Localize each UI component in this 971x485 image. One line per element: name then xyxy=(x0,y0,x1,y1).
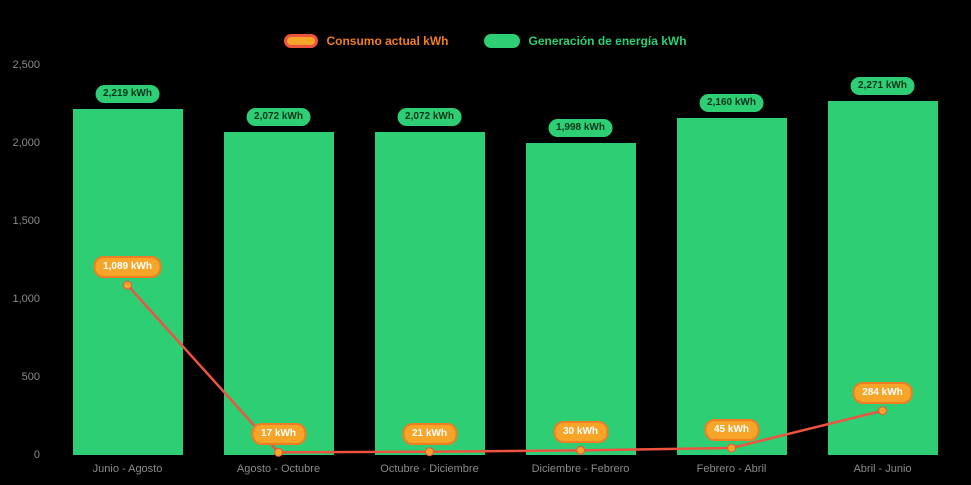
consumption-line xyxy=(126,284,883,454)
consumption-value-badge: 45 kWh xyxy=(703,418,760,441)
bar-generation[interactable] xyxy=(525,143,636,455)
x-axis-label: Agosto - Octubre xyxy=(236,463,321,475)
x-axis-label: Junio - Agosto xyxy=(92,463,163,475)
y-tick-label: 1,000 xyxy=(12,293,40,305)
generation-value-badge: 2,219 kWh xyxy=(95,84,160,103)
consumption-point[interactable] xyxy=(123,280,132,290)
bar-generation[interactable] xyxy=(676,118,787,455)
x-axis-label: Octubre - Diciembre xyxy=(380,463,479,475)
generation-value-badge: 2,072 kWh xyxy=(397,107,462,126)
y-tick-label: 2,000 xyxy=(12,137,40,149)
consumption-point[interactable] xyxy=(274,447,283,457)
consumption-value-badge: 1,089 kWh xyxy=(93,256,162,279)
generation-value-badge: 2,160 kWh xyxy=(699,94,764,113)
legend-label-consumo: Consumo actual kWh xyxy=(326,34,449,48)
x-axis-label: Abril - Junio xyxy=(853,463,912,475)
generation-value-badge: 1,998 kWh xyxy=(548,119,613,138)
plot-area: 2,219 kWh 2,072 kWh 2,072 kWh 1,998 kWh 2,16… xyxy=(52,65,958,457)
generation-value-badge: 2,072 kWh xyxy=(246,107,311,126)
consumo-swatch-icon xyxy=(284,34,319,48)
consumption-point[interactable] xyxy=(727,443,736,453)
x-axis-label: Febrero - Abril xyxy=(696,463,767,475)
consumption-value-badge: 17 kWh xyxy=(250,423,307,446)
generacion-swatch-icon xyxy=(484,34,521,48)
consumption-value-badge: 21 kWh xyxy=(401,422,458,445)
generation-value-badge: 2,271 kWh xyxy=(850,76,915,95)
x-axis: Junio - Agosto Agosto - Octubre Octubre - … xyxy=(52,463,958,483)
consumption-point[interactable] xyxy=(425,447,434,457)
legend-item-generacion[interactable]: Generación de energía kWh xyxy=(484,34,687,48)
y-tick-label: 2,500 xyxy=(12,59,40,71)
chart-legend: Consumo actual kWh Generación de energía… xyxy=(0,34,971,48)
legend-item-consumo[interactable]: Consumo actual kWh xyxy=(284,34,448,48)
y-tick-label: 0 xyxy=(33,449,40,461)
consumption-value-badge: 284 kWh xyxy=(852,381,913,404)
consumption-point[interactable] xyxy=(878,406,887,416)
bar-generation[interactable] xyxy=(223,131,334,455)
consumption-value-badge: 30 kWh xyxy=(552,421,609,444)
x-axis-label: Diciembre - Febrero xyxy=(531,463,630,475)
y-tick-label: 1,500 xyxy=(12,215,40,227)
y-tick-label: 500 xyxy=(21,371,40,383)
consumption-point[interactable] xyxy=(576,445,585,455)
bar-generation[interactable] xyxy=(374,131,485,455)
legend-label-generacion: Generación de energía kWh xyxy=(528,34,687,48)
